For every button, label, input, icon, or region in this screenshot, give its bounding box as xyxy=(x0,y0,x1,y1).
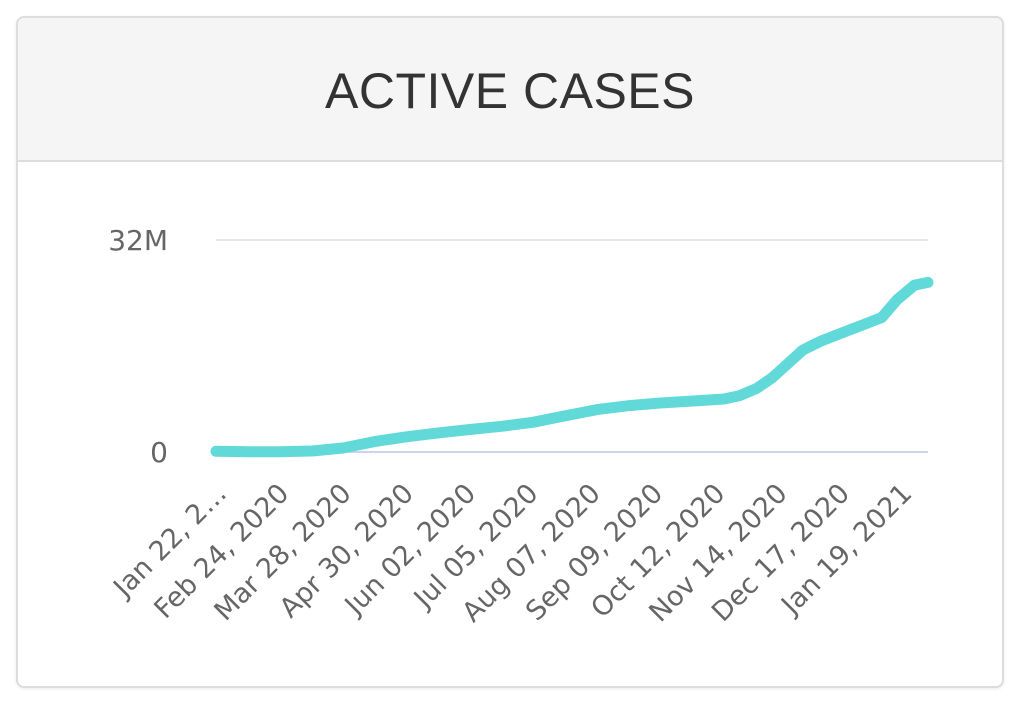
chart-card: ACTIVE CASES xyxy=(16,16,1004,688)
y-tick-label: 32M xyxy=(108,224,168,257)
y-axis-ticks: 0 32M xyxy=(108,224,168,469)
card-title: ACTIVE CASES xyxy=(325,63,695,119)
card-header: ACTIVE CASES xyxy=(18,18,1002,162)
y-tick-label: 0 xyxy=(150,436,168,469)
series-line xyxy=(210,276,934,458)
series-layer xyxy=(210,276,934,458)
